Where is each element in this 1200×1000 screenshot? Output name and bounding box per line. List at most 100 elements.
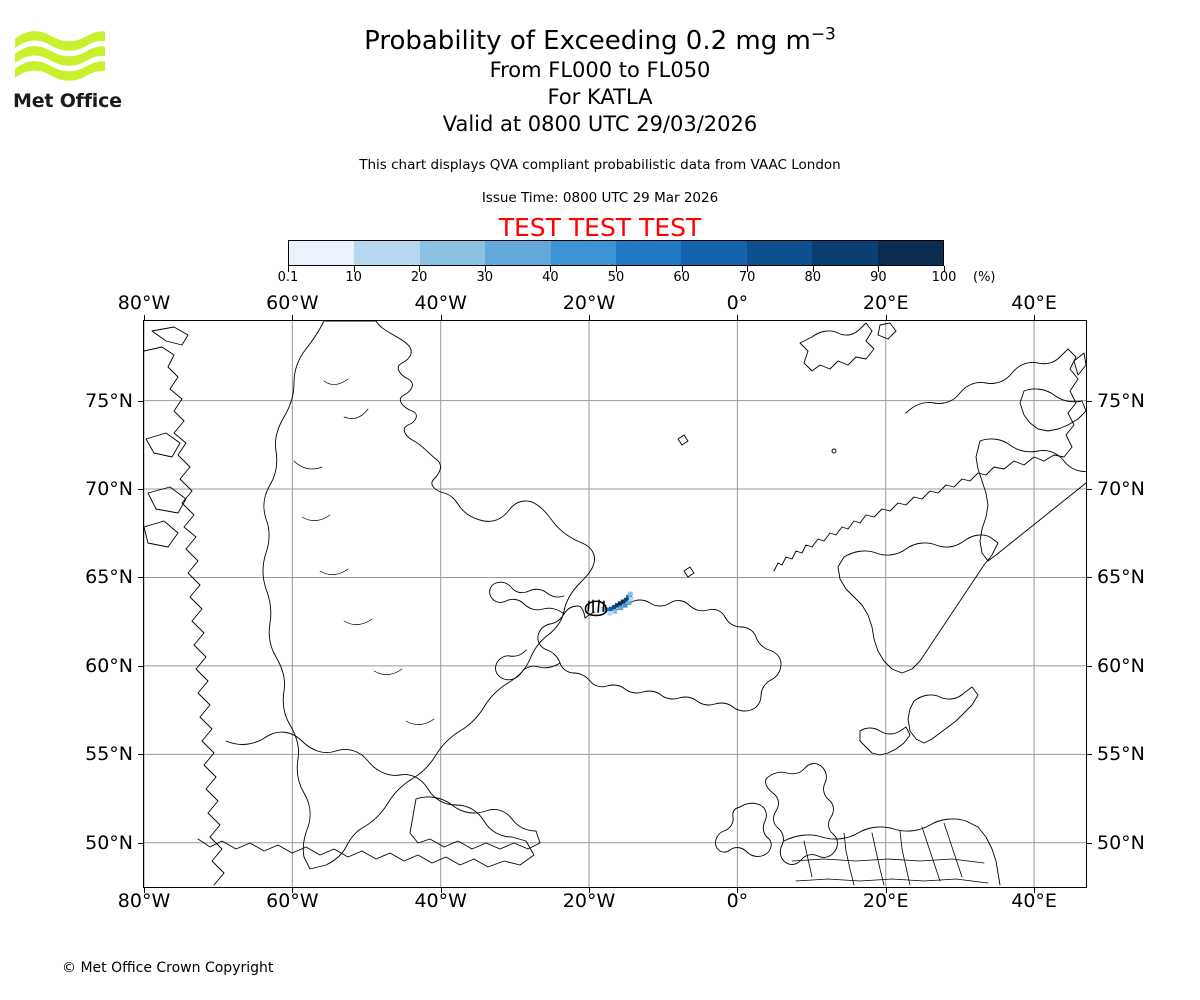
colorbar-tick-1 <box>353 266 355 272</box>
lon-label-top-5: 20°E <box>862 292 909 314</box>
colorbar-tick-9 <box>878 266 880 272</box>
lat-tickmark-right-4 <box>1087 489 1092 491</box>
lat-tickmark-right-3 <box>1087 577 1092 579</box>
colorbar-tick-label-0: 0.1 <box>277 270 299 285</box>
lat-label-left-4: 70°N <box>85 478 133 501</box>
arctic-island-1 <box>151 326 189 346</box>
colorbar-band-1 <box>354 241 420 265</box>
lat-label-left-3: 65°N <box>85 566 133 589</box>
qva-note: This chart displays QVA compliant probab… <box>359 157 841 173</box>
met-office-logo-text: Met Office <box>13 90 122 112</box>
lat-label-right-2: 60°N <box>1097 654 1145 677</box>
colorbar-band-6 <box>681 241 747 265</box>
ireland <box>715 802 772 857</box>
labrador-coast <box>197 731 535 868</box>
ash-cell-6 <box>617 601 623 606</box>
lon-tickmark-bottom-4 <box>737 888 739 893</box>
scandinavia-coast <box>773 348 1079 572</box>
colorbar-band-9 <box>877 241 944 265</box>
chart-title-block: Probability of Exceeding 0.2 mg m−3 From… <box>0 25 1200 138</box>
lat-tickmark-left-2 <box>138 665 143 667</box>
lat-label-left-2: 60°N <box>85 654 133 677</box>
colorbar-tick-label-3: 30 <box>476 270 494 285</box>
colorbar-tick-label-7: 70 <box>738 270 756 285</box>
great-britain <box>765 763 838 865</box>
ash-cell-12 <box>597 608 603 613</box>
colorbar-tick-8 <box>812 266 814 272</box>
iceland-snaefellsnes <box>495 649 561 681</box>
ash-probability-field <box>594 591 634 616</box>
ash-cell-8 <box>623 597 629 603</box>
lat-label-right-0: 50°N <box>1097 831 1145 854</box>
colorbar-tick-label-9: 90 <box>870 270 887 285</box>
lat-label-right-5: 75°N <box>1097 389 1145 412</box>
lon-label-bottom-6: 40°E <box>1011 890 1057 912</box>
page-title-text: Probability of Exceeding 0.2 mg m <box>364 26 811 56</box>
lon-label-top-4: 0° <box>726 292 749 314</box>
subtitle-volcano: For KATLA <box>547 85 653 109</box>
lon-label-bottom-4: 0° <box>726 890 749 912</box>
greenland-fjords <box>293 378 435 725</box>
lon-label-bottom-2: 40°W <box>414 890 467 912</box>
bear-island <box>831 448 837 454</box>
finland-russia <box>975 438 1086 562</box>
lon-tickmark-top-6 <box>1034 315 1036 320</box>
greenland-coastline <box>262 321 595 870</box>
ash-cell-3 <box>608 606 614 612</box>
lon-tickmark-bottom-2 <box>440 888 442 893</box>
lat-tickmark-right-2 <box>1087 665 1092 667</box>
colorbar-tick-10 <box>944 266 945 272</box>
ash-cell-11 <box>628 591 633 597</box>
colorbar-tickmarks <box>288 266 945 274</box>
lat-tickmark-right-1 <box>1087 754 1092 756</box>
copyright-notice: © Met Office Crown Copyright <box>62 960 274 976</box>
colorbar-band-5 <box>616 241 682 265</box>
arctic-island-3 <box>147 486 187 514</box>
colorbar-tick-label-8: 80 <box>804 270 822 285</box>
ash-cell-4 <box>611 604 617 610</box>
jan-mayen <box>677 434 689 446</box>
ash-cell-14 <box>607 611 613 616</box>
lat-tickmark-left-3 <box>138 577 143 579</box>
colorbar-tick-6 <box>681 266 683 272</box>
lon-tickmark-bottom-6 <box>1034 888 1036 893</box>
lon-tickmark-top-2 <box>440 315 442 320</box>
iceland-westfjords <box>489 581 565 615</box>
lon-label-top-3: 20°W <box>562 292 616 314</box>
colorbar-tick-3 <box>484 266 486 272</box>
baffin-island-part <box>144 520 179 548</box>
colorbar-band-2 <box>419 241 486 265</box>
lon-tickmark-bottom-0 <box>144 888 145 893</box>
lon-label-top-2: 40°W <box>414 292 467 314</box>
ash-cell-5 <box>614 603 620 608</box>
colorbar-tick-label-1: 10 <box>345 270 362 285</box>
kola-white-sea <box>1019 388 1086 432</box>
lon-label-bottom-0: 80°W <box>117 890 171 912</box>
lon-label-top-1: 60°W <box>266 292 319 314</box>
colorbar-band-0 <box>289 241 355 265</box>
norway-sweden-body <box>837 534 999 674</box>
lon-label-bottom-1: 60°W <box>266 890 319 912</box>
ash-cell-1 <box>603 607 608 613</box>
colorbar-tick-label-10: 100 <box>931 270 957 285</box>
faroe-islands <box>683 566 695 578</box>
novaya-zemlya <box>1073 352 1086 376</box>
lon-tickmark-top-1 <box>292 315 294 320</box>
lon-label-bottom-3: 20°W <box>562 890 616 912</box>
colorbar-tick-5 <box>616 266 617 272</box>
lon-label-top-6: 40°E <box>1011 292 1057 314</box>
colorbar-tick-7 <box>747 266 749 272</box>
map-plot-area <box>143 320 1087 888</box>
europe-country-borders <box>791 822 989 886</box>
ash-cell-13 <box>594 607 600 613</box>
lat-label-right-3: 65°N <box>1097 566 1145 589</box>
lat-label-left-5: 75°N <box>85 389 133 412</box>
lon-label-top-0: 80°W <box>117 292 171 314</box>
colorbar-tick-label-4: 40 <box>542 270 559 285</box>
nordaustlandet <box>877 322 897 340</box>
svalbard <box>799 322 875 372</box>
colorbar-band-3 <box>485 241 551 265</box>
colorbar-unit-label: (%) <box>973 270 996 285</box>
ash-cell-2 <box>606 607 611 613</box>
subtitle-valid-time: Valid at 0800 UTC 29/03/2026 <box>442 112 758 136</box>
